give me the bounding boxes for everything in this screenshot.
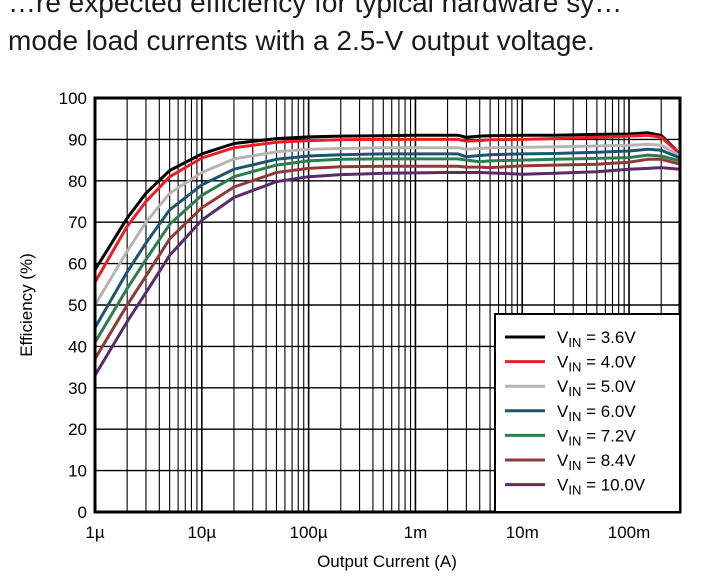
series-line — [93, 133, 682, 284]
y-tick-label: 50 — [68, 296, 87, 315]
series-lines — [93, 131, 682, 377]
x-tick-label: 10m — [506, 523, 539, 542]
y-tick-label: 60 — [68, 255, 87, 274]
legend-label: VIN = 7.2V — [557, 426, 636, 448]
y-tick-label: 70 — [68, 213, 87, 232]
y-tick-label: 90 — [68, 130, 87, 149]
legend-label: VIN = 8.4V — [557, 451, 636, 473]
y-tick-labels: 0 10 20 30 40 50 60 70 80 90 100 — [59, 89, 87, 522]
series-line — [93, 153, 682, 344]
x-tick-label: 1µ — [85, 523, 104, 542]
intro-text: …re expected efficiency for typical hard… — [8, 0, 720, 60]
x-tick-label: 100µ — [290, 523, 328, 542]
y-tick-label: 40 — [68, 337, 87, 356]
legend-box — [494, 313, 681, 513]
x-tick-labels: 1µ 10µ 100µ 1m 10m 100m — [85, 523, 650, 542]
y-tick-label: 20 — [68, 420, 87, 439]
y-tick-label: 10 — [68, 462, 87, 481]
x-tick-label: 100m — [608, 523, 651, 542]
legend-label: VIN = 3.6V — [557, 328, 636, 350]
y-tick-label: 100 — [59, 89, 87, 108]
intro-line-1: …re expected efficiency for typical hard… — [8, 0, 623, 18]
legend-label: VIN = 10.0V — [557, 476, 646, 498]
y-tick-label: 80 — [68, 172, 87, 191]
series-line — [93, 157, 682, 361]
legend-label: VIN = 4.0V — [557, 353, 636, 375]
x-tick-label: 1m — [404, 523, 428, 542]
legend-label: VIN = 5.0V — [557, 377, 636, 399]
plot-frame — [93, 96, 682, 514]
y-tick-label: 30 — [68, 379, 87, 398]
y-axis-title: Efficiency (%) — [17, 253, 36, 357]
intro-line-2: mode load currents with a 2.5-V output v… — [8, 25, 595, 56]
legend-label: VIN = 6.0V — [557, 402, 636, 424]
x-tick-label: 10µ — [187, 523, 216, 542]
y-tick-label: 0 — [78, 503, 87, 522]
series-line — [93, 142, 682, 307]
series-line — [93, 166, 682, 377]
x-axis-title: Output Current (A) — [317, 552, 457, 571]
series-line — [93, 147, 682, 330]
series-line — [93, 131, 682, 272]
